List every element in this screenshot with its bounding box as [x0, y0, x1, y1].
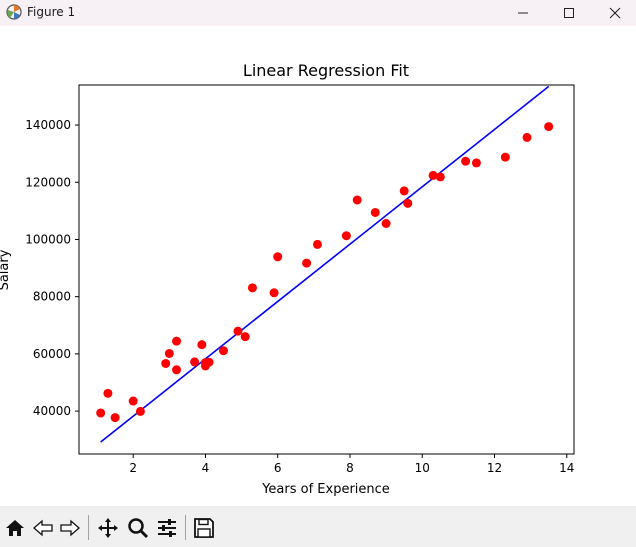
minimize-icon	[518, 12, 528, 14]
close-icon	[609, 7, 621, 19]
x-tick-label: 14	[559, 461, 574, 475]
toolbar-separator	[185, 515, 186, 540]
data-point	[403, 198, 413, 208]
data-point	[500, 152, 510, 162]
x-tick-label: 6	[274, 461, 282, 475]
x-tick-label: 12	[487, 461, 502, 475]
data-point	[544, 122, 554, 132]
data-point	[172, 365, 182, 375]
data-point	[164, 348, 174, 358]
data-point	[204, 357, 214, 367]
y-tick-label: 80000	[33, 290, 71, 304]
x-tick-label: 2	[129, 461, 137, 475]
data-point	[461, 156, 471, 166]
data-point	[435, 172, 445, 182]
back-icon	[33, 519, 53, 537]
y-tick-label: 60000	[33, 347, 71, 361]
matplotlib-figure-icon	[6, 4, 22, 20]
save-button[interactable]	[192, 516, 216, 540]
data-point	[399, 186, 409, 196]
data-point	[103, 388, 113, 398]
data-point	[370, 207, 380, 217]
data-point	[428, 170, 438, 180]
pan-icon	[98, 518, 118, 538]
data-point	[110, 413, 120, 423]
pan-button[interactable]	[96, 516, 120, 540]
zoom-icon	[128, 518, 149, 539]
y-tick-label: 40000	[33, 404, 71, 418]
data-point	[247, 283, 257, 293]
data-point	[161, 358, 171, 368]
regression-chart: Linear Regression Fit 2 4 6 8 10 12 14 40000 60…	[0, 61, 575, 497]
maximize-icon	[564, 8, 574, 18]
x-axis-label: Years of Experience	[261, 482, 390, 497]
configure-subplots-icon	[158, 519, 176, 537]
axes-frame	[78, 84, 575, 455]
data-point	[128, 396, 138, 406]
x-tick-label: 10	[415, 461, 430, 475]
navigation-toolbar	[0, 506, 636, 547]
toolbar-separator	[88, 515, 89, 540]
data-point	[219, 346, 229, 356]
configure-subplots-button[interactable]	[155, 516, 179, 540]
x-tick-label: 8	[346, 461, 354, 475]
data-point	[381, 218, 391, 228]
y-tick-label: 140000	[25, 118, 71, 132]
forward-button[interactable]	[58, 516, 82, 540]
home-button[interactable]	[3, 516, 27, 540]
data-point	[471, 158, 481, 168]
zoom-button[interactable]	[126, 516, 150, 540]
y-tick-label: 120000	[25, 175, 71, 189]
chart-title: Linear Regression Fit	[243, 61, 409, 80]
data-point	[273, 252, 283, 262]
forward-icon	[60, 519, 80, 537]
figure-canvas[interactable]: Linear Regression Fit 2 4 6 8 10 12 14 40000 60…	[0, 26, 636, 506]
data-point	[352, 195, 362, 205]
home-icon	[6, 520, 24, 536]
y-axis-label: Salary	[0, 249, 12, 290]
minimize-button[interactable]	[500, 0, 546, 26]
data-point	[302, 258, 312, 268]
back-button[interactable]	[31, 516, 55, 540]
title-bar: Figure 1	[0, 0, 636, 26]
data-point	[190, 357, 200, 367]
data-point	[135, 406, 145, 416]
data-point	[172, 336, 182, 346]
data-point	[522, 132, 532, 142]
maximize-button[interactable]	[546, 0, 592, 26]
y-tick-label: 100000	[25, 232, 71, 246]
data-point	[233, 326, 243, 336]
close-button[interactable]	[592, 0, 636, 26]
data-point	[240, 332, 250, 342]
window-title: Figure 1	[27, 5, 76, 19]
data-point	[197, 340, 207, 350]
data-point	[269, 288, 279, 298]
save-icon	[194, 518, 214, 538]
data-point	[96, 408, 106, 418]
data-point	[312, 239, 322, 249]
regression-line	[100, 85, 550, 443]
x-tick-label: 4	[202, 461, 210, 475]
data-point	[341, 231, 351, 241]
